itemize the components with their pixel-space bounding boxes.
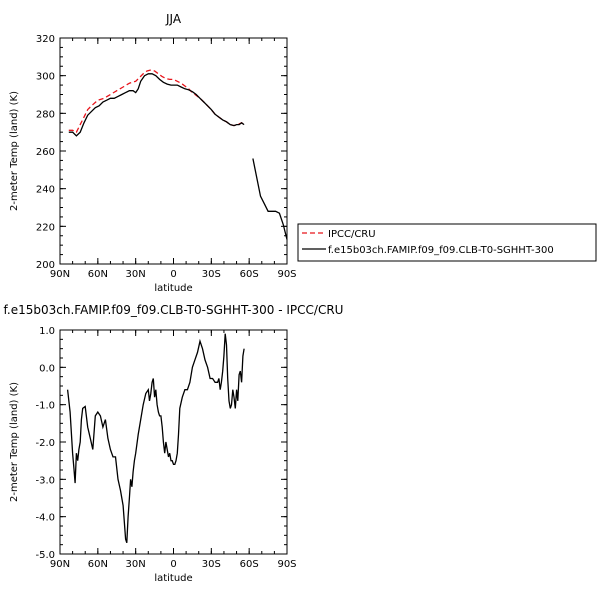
chart-title: JJA (165, 12, 182, 26)
top-panel: 90N 60N 30N 0 30S 60S 90S 200 220 240 260 280 300 320… (9, 12, 297, 294)
plot-frame (59, 37, 288, 265)
y-tick-label: 0.0 (39, 363, 55, 374)
plot-frame (59, 329, 288, 555)
series-line-1 (66, 333, 245, 544)
y-axis-label: 2-meter Temp (land) (K) (9, 382, 20, 502)
x-tick-label: 30N (126, 269, 146, 280)
bottom-panel: 90N 60N 30N 0 30S 60S 90S 1.0 0.0 -1.0 -2.0 -3.0 -4.… (4, 303, 344, 584)
x-tick-label: 60N (88, 559, 108, 570)
y-tick-label: 320 (36, 34, 55, 45)
legend-entry: f.e15b03ch.FAMIP.f09_f09.CLB-T0-SGHHT-30… (328, 245, 554, 256)
y-tick-label: -2.0 (35, 438, 55, 449)
x-tick-label: 60S (240, 269, 259, 280)
y-tick-label: -3.0 (35, 475, 55, 486)
y-tick-label: 240 (36, 185, 55, 196)
x-tick-label: 90N (50, 559, 70, 570)
y-tick-label: 280 (36, 109, 55, 120)
y-tick-label: -5.0 (35, 550, 55, 561)
y-axis-label: 2-meter Temp (land) (K) (9, 91, 20, 211)
x-tick-label: 90N (50, 269, 70, 280)
series-line-1 (68, 69, 245, 134)
x-tick-label: 0 (170, 269, 176, 280)
x-tick-label: 90S (277, 269, 296, 280)
legend: IPCC/CRU f.e15b03ch.FAMIP.f09_f09.CLB-T0-… (297, 223, 597, 262)
y-tick-label: 260 (36, 147, 55, 158)
x-tick-label: 30N (126, 559, 146, 570)
y-tick-label: 1.0 (39, 326, 55, 337)
x-tick-label: 0 (170, 559, 176, 570)
x-tick-label: 30S (202, 269, 221, 280)
y-tick-label: -1.0 (35, 401, 55, 412)
y-tick-label: 300 (36, 72, 55, 83)
x-tick-label: 90S (277, 559, 296, 570)
chart-title: f.e15b03ch.FAMIP.f09_f09.CLB-T0-SGHHT-30… (4, 303, 344, 317)
x-axis-label: latitude (154, 283, 192, 294)
x-axis-label: latitude (154, 573, 192, 584)
x-tick-label: 60N (88, 269, 108, 280)
y-tick-label: 200 (36, 260, 55, 271)
legend-box (297, 223, 597, 262)
y-tick-label: -4.0 (35, 513, 55, 524)
x-tick-label: 60S (240, 559, 259, 570)
legend-entry: IPCC/CRU (328, 229, 376, 240)
y-tick-label: 220 (36, 222, 55, 233)
series-line-2-segment-2 (252, 158, 288, 240)
x-tick-label: 30S (202, 559, 221, 570)
series-line-2 (68, 73, 245, 137)
